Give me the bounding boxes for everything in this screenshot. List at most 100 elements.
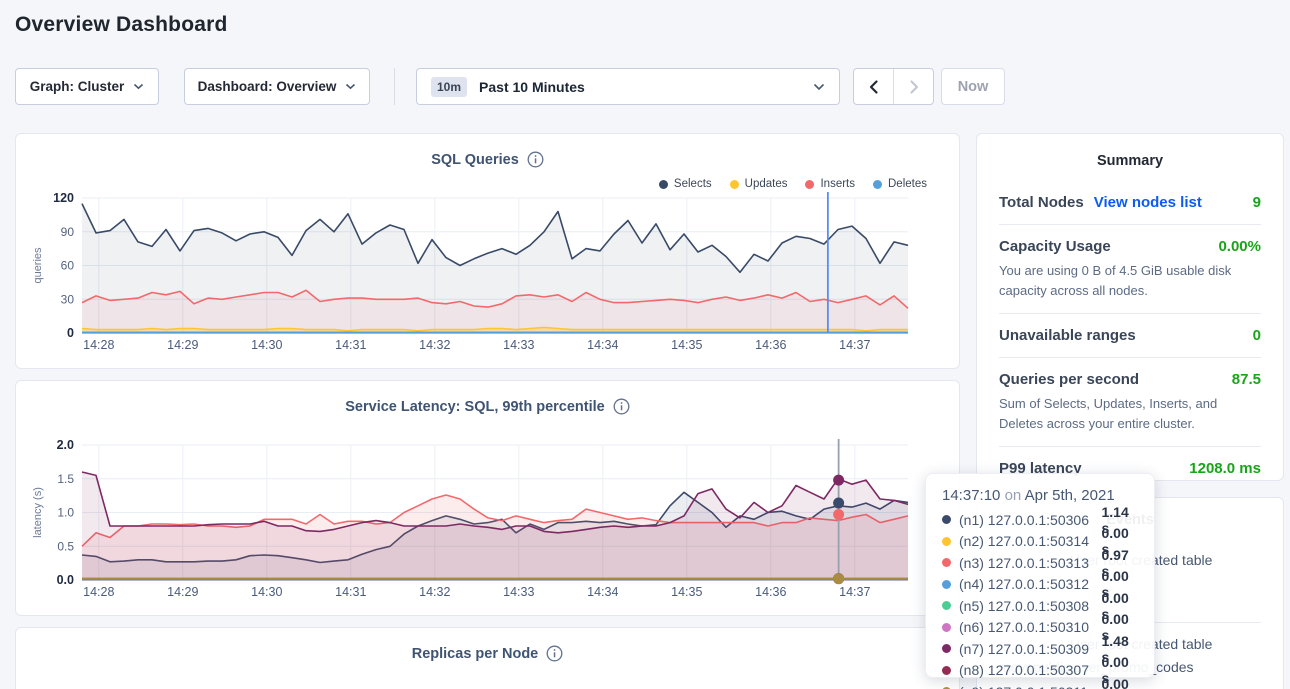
svg-text:14:30: 14:30 [251,585,282,599]
tooltip-timestamp: 14:37:10 on Apr 5th, 2021 [942,487,1138,504]
tooltip-node-address: (n8) 127.0.0.1:50307 [959,662,1102,678]
svg-text:14:29: 14:29 [167,585,198,599]
time-range-badge: 10m [431,77,467,97]
now-button-label: Now [958,79,989,95]
svg-text:1.5: 1.5 [57,472,74,486]
chevron-left-icon [866,79,882,95]
replicas-per-node-card: Replicas per Node [15,627,960,689]
svg-text:14:30: 14:30 [251,338,282,352]
info-icon[interactable] [546,645,563,662]
summary-row-label: Capacity Usage [999,238,1111,255]
summary-row-value: 9 [1253,194,1261,211]
summary-row-value: 1208.0 ms [1189,460,1261,477]
svg-text:2.0: 2.0 [57,438,74,452]
legend-dot-icon [730,180,739,189]
svg-text:14:29: 14:29 [167,338,198,352]
summary-row-description: You are using 0 B of 4.5 GiB usable disk… [999,261,1257,300]
node-color-dot-icon [942,601,951,610]
svg-text:14:34: 14:34 [587,338,618,352]
svg-text:120: 120 [53,191,74,205]
graph-dropdown-label: Graph: Cluster [30,79,125,94]
summary-row-label: Queries per second [999,371,1139,388]
view-nodes-list-link[interactable]: View nodes list [1094,194,1202,211]
svg-text:30: 30 [61,292,75,306]
svg-text:14:33: 14:33 [503,338,534,352]
summary-row: Unavailable ranges 0 [999,314,1261,358]
service-latency-card: Service Latency: SQL, 99th percentile 0.… [15,380,960,616]
svg-text:14:34: 14:34 [587,585,618,599]
time-next-button[interactable] [894,69,933,104]
tooltip-node-address: (n4) 127.0.0.1:50312 [959,576,1102,592]
svg-text:14:32: 14:32 [419,585,450,599]
time-prev-button[interactable] [854,69,894,104]
dashboard-dropdown[interactable]: Dashboard: Overview [184,68,370,105]
chevron-down-icon [813,83,825,91]
summary-row: Total Nodes View nodes list 9 [999,181,1261,225]
svg-text:60: 60 [61,259,75,273]
service-latency-chart-title: Service Latency: SQL, 99th percentile [345,399,605,415]
sql-queries-chart-title: SQL Queries [431,152,519,168]
svg-text:queries: queries [32,247,44,284]
svg-text:latency (s): latency (s) [32,487,44,538]
tooltip-node-address: (n3) 127.0.0.1:50313 [959,555,1102,571]
graph-dropdown[interactable]: Graph: Cluster [15,68,159,105]
chevron-down-icon [345,83,356,90]
tooltip-node-address: (n6) 127.0.0.1:50310 [959,619,1102,635]
node-color-dot-icon [942,515,951,524]
summary-row-value: 0 [1253,327,1261,344]
summary-title: Summary [977,134,1283,169]
svg-text:90: 90 [61,225,75,239]
overview-dashboard-page: Overview Dashboard Graph: Cluster Dashbo… [0,0,1290,689]
info-icon[interactable] [613,398,630,415]
page-title: Overview Dashboard [15,13,228,37]
svg-text:14:31: 14:31 [335,585,366,599]
svg-text:14:32: 14:32 [419,338,450,352]
tooltip-node-address: (n1) 127.0.0.1:50306 [959,512,1102,528]
summary-row-label: Unavailable ranges [999,327,1136,344]
tooltip-node-address: (n9) 127.0.0.1:50311 [959,684,1102,689]
service-latency-chart[interactable]: 0.00.51.01.52.014:2814:2914:3014:3114:32… [17,436,960,606]
summary-panel: Summary Total Nodes View nodes list 9 Ca… [976,133,1284,481]
node-color-dot-icon [942,623,951,632]
summary-row: Capacity Usage 0.00% You are using 0 B o… [999,225,1261,314]
legend-dot-icon [873,180,882,189]
tooltip-node-address: (n7) 127.0.0.1:50309 [959,641,1102,657]
summary-row-description: Sum of Selects, Updates, Inserts, and De… [999,394,1257,433]
svg-text:14:36: 14:36 [755,338,786,352]
svg-text:0.0: 0.0 [57,573,74,587]
toolbar-divider [394,68,395,105]
legend-dot-icon [805,180,814,189]
svg-text:14:31: 14:31 [335,338,366,352]
svg-text:14:37: 14:37 [839,338,870,352]
time-step-buttons [853,68,934,105]
node-color-dot-icon [942,666,951,675]
svg-text:14:36: 14:36 [755,585,786,599]
summary-row-label: Total Nodes [999,194,1084,211]
svg-text:14:35: 14:35 [671,585,702,599]
svg-text:14:35: 14:35 [671,338,702,352]
summary-row-value: 0.00% [1218,238,1261,255]
info-icon[interactable] [527,151,544,168]
node-color-dot-icon [942,580,951,589]
replicas-chart-title: Replicas per Node [412,646,539,662]
node-color-dot-icon [942,537,951,546]
summary-row: Queries per second 87.5 Sum of Selects, … [999,358,1261,447]
svg-text:1.0: 1.0 [57,506,74,520]
chevron-down-icon [133,83,144,90]
svg-text:0: 0 [67,326,74,340]
tooltip-node-address: (n5) 127.0.0.1:50308 [959,598,1102,614]
node-color-dot-icon [942,558,951,567]
chart-hover-tooltip: 14:37:10 on Apr 5th, 2021 (n1) 127.0.0.1… [925,473,1155,678]
svg-text:14:33: 14:33 [503,585,534,599]
legend-dot-icon [659,180,668,189]
time-range-dropdown[interactable]: 10m Past 10 Minutes [416,68,840,105]
dashboard-dropdown-label: Dashboard: Overview [198,79,337,94]
node-color-dot-icon [942,644,951,653]
now-button[interactable]: Now [941,68,1005,105]
tooltip-node-row: (n9) 127.0.0.1:50311 0.00 s [942,681,1138,689]
sql-queries-card: SQL Queries Selects Updates Inserts Dele… [15,133,960,369]
summary-row-value: 87.5 [1232,371,1261,388]
time-range-label: Past 10 Minutes [479,79,585,95]
chevron-right-icon [906,79,922,95]
sql-queries-chart[interactable]: 030609012014:2814:2914:3014:3114:3214:33… [17,189,960,359]
